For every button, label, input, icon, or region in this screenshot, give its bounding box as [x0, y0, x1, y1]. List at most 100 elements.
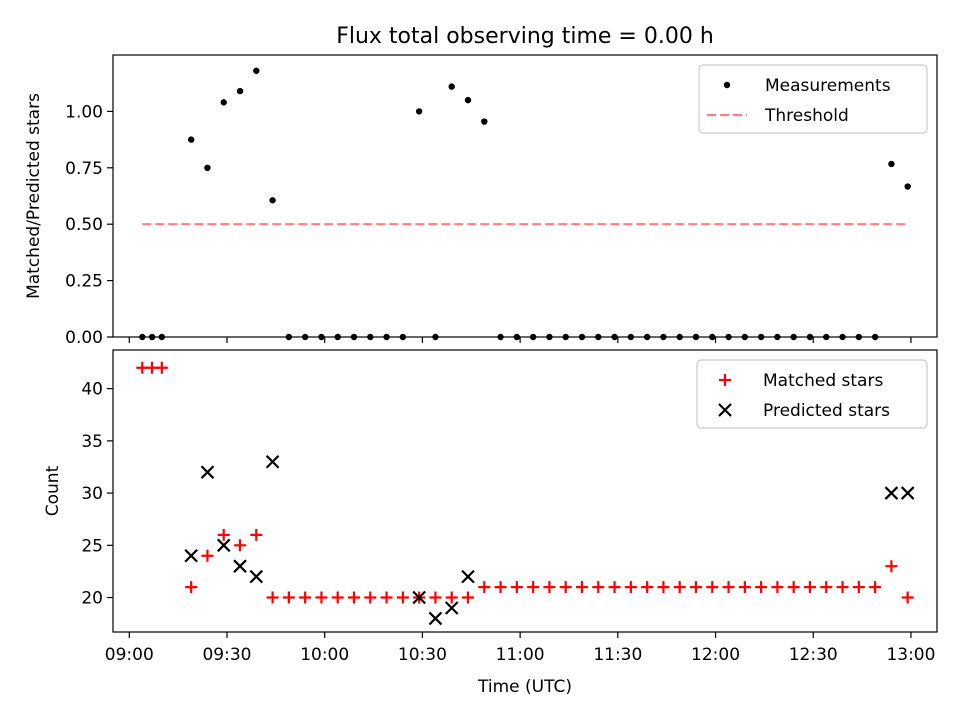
measurement-point — [269, 197, 276, 204]
matched-star-marker — [429, 591, 442, 604]
matched-star-marker — [738, 581, 751, 594]
predicted-star-marker — [233, 559, 247, 573]
matched-star-marker — [575, 581, 588, 594]
measurement-point — [318, 333, 325, 341]
measurement-point — [692, 333, 700, 341]
measurement-point — [595, 333, 602, 341]
matched-star-marker — [836, 581, 849, 594]
measurement-point — [285, 333, 293, 341]
measurement-point — [464, 96, 472, 104]
matched-star-marker — [722, 581, 735, 594]
measurement-point — [399, 333, 407, 341]
measurement-point — [334, 333, 341, 341]
measurement-point — [158, 333, 166, 341]
matched-star-marker — [527, 581, 540, 594]
legend-marker — [719, 374, 731, 386]
matched-star-marker — [315, 591, 328, 604]
matched-star-marker — [299, 591, 312, 604]
y-tick-label: 25 — [81, 536, 103, 556]
measurement-point — [481, 118, 488, 125]
x-tick-label: 10:00 — [300, 645, 349, 665]
matched-star-marker — [494, 581, 507, 594]
matched-star-marker — [543, 581, 556, 594]
matched-star-marker — [608, 581, 621, 594]
legend-box — [696, 359, 928, 429]
legend: Measurements Threshold — [698, 64, 928, 134]
measurement-point — [627, 333, 635, 341]
measurement-point — [823, 333, 830, 341]
legend-marker — [718, 403, 732, 417]
predicted-star-marker — [884, 486, 899, 500]
series-matched-stars — [136, 361, 914, 604]
measurement-point — [497, 333, 504, 341]
matched-star-marker — [234, 539, 247, 552]
matched-star-marker — [510, 581, 523, 594]
predicted-star-marker — [184, 548, 198, 563]
matched-star-marker — [820, 581, 833, 594]
measurement-point — [806, 333, 814, 341]
predicted-star-marker — [900, 486, 915, 500]
predicted-star-marker — [412, 590, 426, 605]
matched-star-marker — [331, 591, 344, 604]
measurement-point — [888, 160, 895, 168]
matched-star-marker — [380, 591, 393, 604]
measurement-point — [236, 87, 244, 95]
matched-star-marker — [250, 528, 263, 541]
series-measurements — [139, 67, 911, 341]
y-tick-label: 0.50 — [65, 215, 103, 235]
measurement-point — [513, 333, 521, 341]
legend-box — [698, 64, 928, 134]
predicted-star-marker — [461, 569, 475, 584]
matched-star-marker — [282, 591, 295, 604]
legend-label: Threshold — [764, 106, 849, 126]
matched-star-marker — [201, 549, 214, 562]
measurement-point — [187, 136, 195, 143]
bottom-panel: 20 25 30 35 40 Count 09:00 09:30 10:00 10:30 11:00… — [43, 349, 938, 697]
measurement-point — [660, 333, 667, 341]
predicted-star-marker — [216, 538, 231, 553]
matched-star-marker — [396, 591, 409, 604]
predicted-star-marker — [428, 611, 443, 626]
y-tick-label: 40 — [81, 380, 103, 400]
x-tick-label: 11:00 — [496, 645, 545, 665]
matched-star-marker — [689, 581, 702, 594]
matched-star-marker — [217, 528, 230, 541]
matched-star-marker — [478, 581, 491, 594]
measurement-point — [367, 333, 374, 341]
matched-star-marker — [266, 591, 279, 604]
matched-star-marker — [348, 591, 361, 604]
measurement-point — [725, 333, 732, 341]
measurement-point — [790, 333, 797, 341]
legend-label: Predicted stars — [763, 401, 890, 421]
x-tick-label: 12:00 — [691, 645, 740, 665]
axes-frame — [112, 54, 938, 338]
measurement-point — [546, 333, 553, 341]
matched-star-marker — [706, 581, 719, 594]
x-tick-label: 09:30 — [202, 645, 251, 665]
matched-star-marker — [771, 581, 784, 594]
y-tick-label: 0.25 — [65, 272, 103, 292]
predicted-star-marker — [249, 569, 264, 584]
measurement-point — [904, 183, 911, 190]
matched-star-marker — [803, 581, 816, 594]
x-tick-label: 11:30 — [593, 645, 642, 665]
matched-star-marker — [673, 581, 686, 594]
y-tick-label: 20 — [81, 589, 103, 609]
measurement-point — [383, 333, 390, 341]
matched-star-marker — [787, 581, 800, 594]
matched-star-marker — [445, 591, 458, 604]
matched-star-marker — [185, 581, 198, 594]
x-axis-label: Time (UTC) — [477, 677, 572, 697]
x-tick-label: 09:00 — [105, 645, 154, 665]
measurement-point — [301, 333, 309, 341]
measurement-point — [611, 333, 618, 341]
matched-star-marker — [869, 581, 882, 594]
y-axis-label: Count — [43, 465, 63, 516]
predicted-star-marker — [200, 465, 215, 479]
matched-star-marker — [755, 581, 768, 594]
measurement-point — [529, 333, 537, 341]
legend-label: Matched stars — [763, 371, 883, 391]
x-tick-label: 10:30 — [398, 645, 447, 665]
measurement-point — [741, 333, 749, 341]
y-tick-label: 35 — [81, 432, 103, 452]
